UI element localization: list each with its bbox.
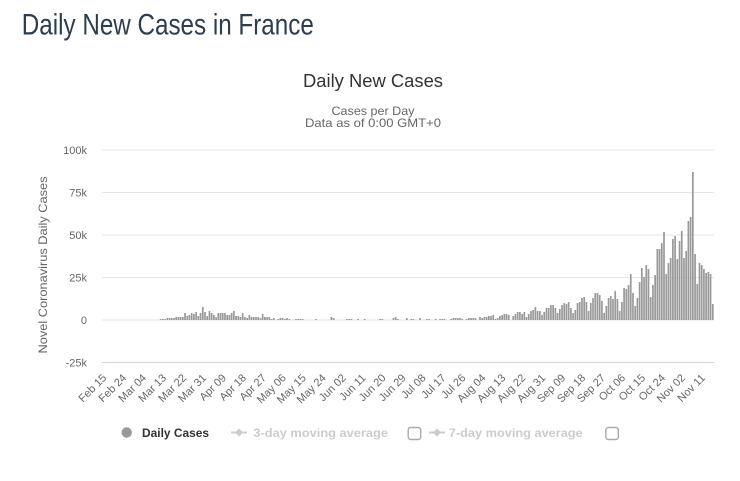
svg-text:Novel Coronavirus Daily Cases: Novel Coronavirus Daily Cases [36, 177, 50, 354]
svg-text:3-day moving average: 3-day moving average [253, 426, 388, 440]
svg-text:0: 0 [81, 315, 87, 327]
svg-text:7-day moving average: 7-day moving average [449, 426, 583, 440]
svg-text:Cases per Day: Cases per Day [332, 104, 415, 118]
svg-text:Daily Cases: Daily Cases [142, 426, 209, 440]
svg-text:Daily New Cases: Daily New Cases [303, 71, 443, 91]
svg-text:100k: 100k [63, 145, 87, 157]
svg-text:Data as of 0:00 GMT+0: Data as of 0:00 GMT+0 [305, 116, 441, 130]
svg-text:75k: 75k [69, 188, 87, 200]
svg-text:Daily New Cases in France: Daily New Cases in France [22, 9, 314, 42]
svg-text:25k: 25k [69, 273, 87, 285]
svg-text:-25k: -25k [66, 358, 88, 370]
svg-text:50k: 50k [69, 230, 87, 242]
